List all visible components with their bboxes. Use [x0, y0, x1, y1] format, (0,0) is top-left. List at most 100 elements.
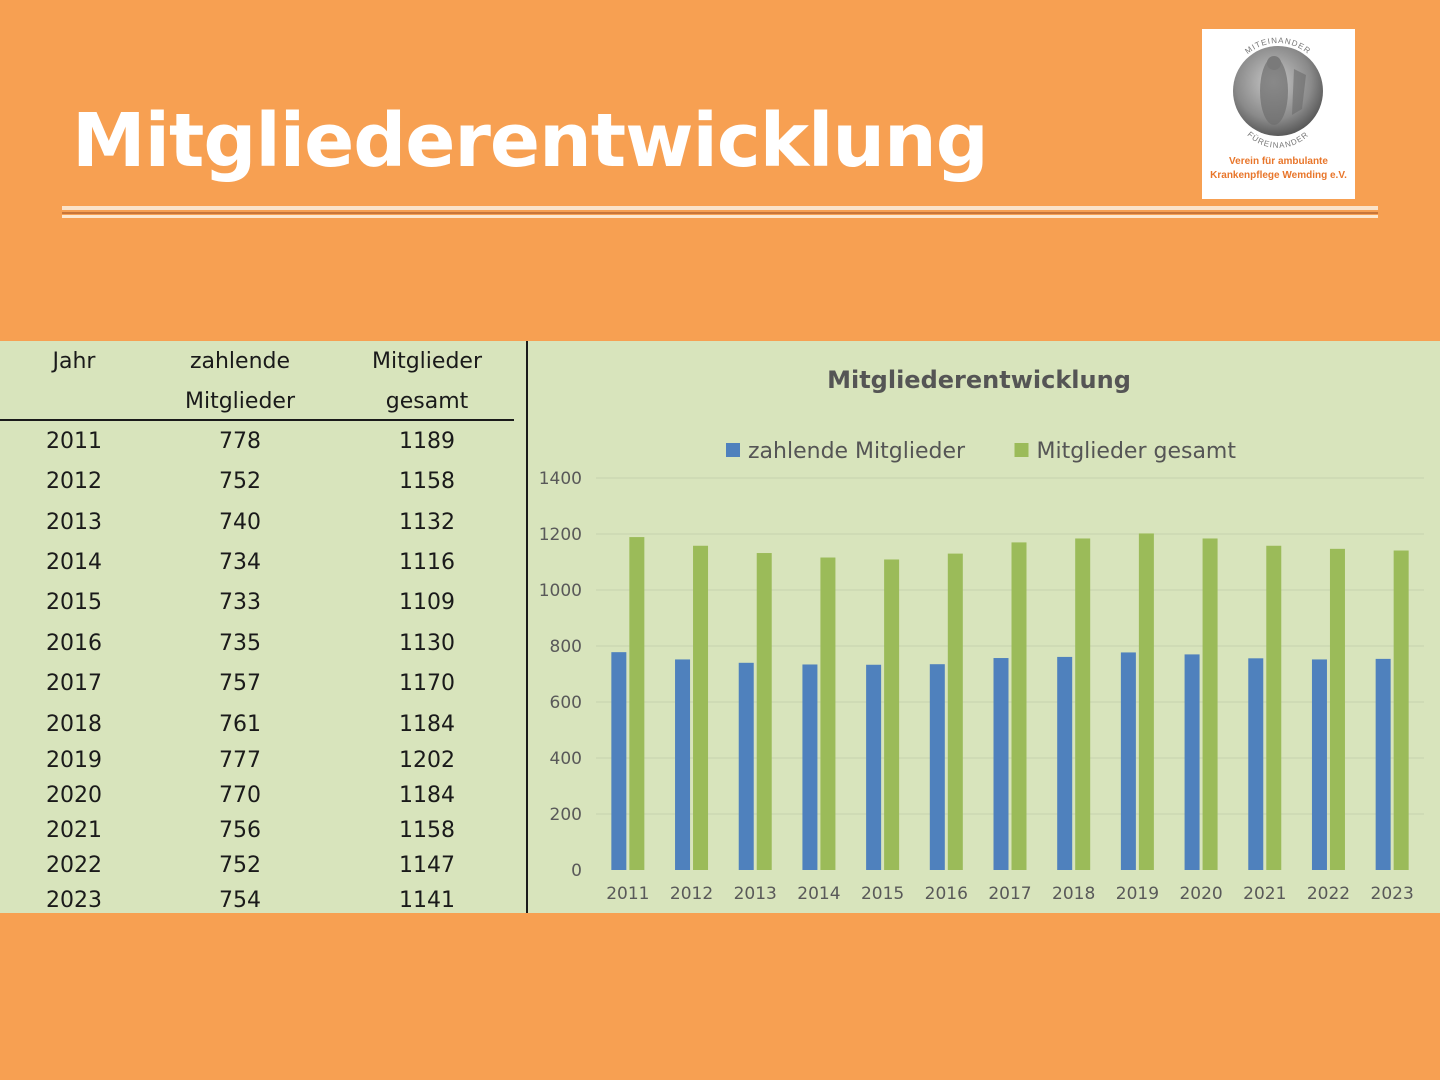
panel-divider	[526, 341, 528, 913]
y-tick-label: 800	[550, 637, 582, 657]
table-cell-year: 2014	[46, 550, 102, 575]
slide-title: Mitgliederentwicklung	[72, 98, 989, 184]
legend-swatch-2	[1014, 443, 1029, 457]
y-tick-label: 1000	[539, 581, 582, 601]
bar-paying	[675, 659, 691, 870]
table-header-total: Mitglieder	[372, 349, 482, 374]
table-cell-paying: 778	[219, 429, 261, 454]
bar-paying	[738, 662, 754, 870]
x-tick-label: 2011	[606, 884, 649, 904]
title-divider	[62, 206, 1378, 218]
table-cell-paying: 777	[219, 748, 261, 773]
x-tick-label: 2021	[1243, 884, 1286, 904]
y-tick-label: 1400	[539, 469, 582, 489]
x-tick-label: 2017	[988, 884, 1031, 904]
bar-paying	[993, 658, 1009, 870]
x-tick-label: 2022	[1307, 884, 1350, 904]
bar-paying	[1057, 656, 1073, 870]
bar-total	[820, 557, 836, 870]
table-cell-total: 1132	[399, 510, 455, 535]
table-header-total: gesamt	[385, 389, 469, 414]
table-cell-year: 2021	[46, 818, 102, 843]
bar-total	[884, 559, 900, 870]
table-cell-paying: 754	[219, 888, 261, 913]
table-cell-total: 1116	[399, 550, 455, 575]
chart-title: Mitgliederentwicklung	[827, 366, 1131, 394]
y-tick-label: 400	[550, 749, 582, 769]
bar-paying	[1375, 658, 1391, 870]
x-tick-label: 2020	[1179, 884, 1222, 904]
table-cell-paying: 752	[219, 853, 261, 878]
logo: MITEINANDER FÜREINANDER Verein für ambul…	[1202, 29, 1355, 199]
y-tick-label: 0	[571, 861, 582, 881]
x-tick-label: 2012	[670, 884, 713, 904]
table-cell-paying: 761	[219, 712, 261, 737]
table-header-year: Jahr	[52, 349, 96, 374]
bar-total	[1329, 548, 1345, 870]
legend-label-2: Mitglieder gesamt	[1037, 439, 1237, 464]
table-cell-total: 1189	[399, 429, 455, 454]
bar-total	[1202, 538, 1218, 870]
y-tick-label: 600	[550, 693, 582, 713]
table-cell-year: 2017	[46, 671, 102, 696]
bar-paying	[866, 664, 882, 870]
bar-total	[693, 545, 709, 870]
table-cell-paying: 757	[219, 671, 261, 696]
bar-total	[1075, 538, 1091, 870]
table-cell-total: 1141	[399, 888, 455, 913]
x-tick-label: 2019	[1116, 884, 1159, 904]
table-header-paying: zahlende	[189, 349, 291, 374]
table-cell-paying: 770	[219, 783, 261, 808]
table-header-rule	[0, 419, 514, 421]
table-header-paying: Mitglieder	[185, 389, 295, 414]
y-tick-label: 1200	[539, 525, 582, 545]
table-cell-paying: 756	[219, 818, 261, 843]
table-cell-year: 2022	[46, 853, 102, 878]
table-cell-year: 2011	[46, 429, 102, 454]
legend-label-1: zahlende Mitglieder	[748, 439, 966, 464]
bar-total	[1011, 542, 1027, 870]
bar-chart: Mitgliederentwicklung zahlende Mitglieder…	[539, 366, 1424, 904]
table-cell-year: 2023	[46, 888, 102, 913]
table-cell-paying: 752	[219, 469, 261, 494]
bar-total	[947, 553, 963, 870]
table-cell-year: 2020	[46, 783, 102, 808]
logo-caption-line-1: Verein für ambulante	[1229, 156, 1328, 167]
table-cell-year: 2018	[46, 712, 102, 737]
logo-caption: Verein für ambulante Krankenpflege Wemdi…	[1202, 155, 1355, 183]
bar-paying	[802, 664, 818, 870]
table-cell-year: 2019	[46, 748, 102, 773]
data-table: Jahr zahlende Mitglieder Mitglieder gesamt 20…	[0, 341, 527, 913]
table-cell-paying: 735	[219, 631, 261, 656]
table-cell-total: 1158	[399, 818, 455, 843]
bar-paying	[1120, 652, 1136, 870]
bar-paying	[1184, 654, 1200, 870]
table-cell-total: 1147	[399, 853, 455, 878]
logo-caption-line-2: Krankenpflege Wemding e.V.	[1210, 170, 1347, 181]
y-tick-label: 200	[550, 805, 582, 825]
bar-total	[1266, 545, 1282, 870]
bar-paying	[1248, 658, 1264, 870]
bar-total	[629, 537, 645, 870]
x-tick-label: 2016	[925, 884, 968, 904]
bar-paying	[611, 652, 627, 870]
x-tick-label: 2013	[734, 884, 777, 904]
table-cell-paying: 733	[219, 590, 261, 615]
table-cell-total: 1202	[399, 748, 455, 773]
logo-medallion-icon: MITEINANDER FÜREINANDER	[1233, 36, 1323, 150]
x-tick-label: 2018	[1052, 884, 1095, 904]
table-cell-paying: 734	[219, 550, 261, 575]
table-cell-year: 2015	[46, 590, 102, 615]
table-cell-year: 2016	[46, 631, 102, 656]
x-tick-label: 2015	[861, 884, 904, 904]
table-cell-year: 2013	[46, 510, 102, 535]
table-cell-paying: 740	[219, 510, 261, 535]
table-cell-total: 1130	[399, 631, 455, 656]
bar-paying	[1311, 659, 1327, 870]
legend-swatch-1	[726, 443, 740, 457]
bar-total	[1393, 550, 1409, 870]
bar-total	[756, 553, 772, 870]
table-cell-year: 2012	[46, 469, 102, 494]
table-cell-total: 1184	[399, 783, 455, 808]
bar-total	[1138, 533, 1154, 870]
